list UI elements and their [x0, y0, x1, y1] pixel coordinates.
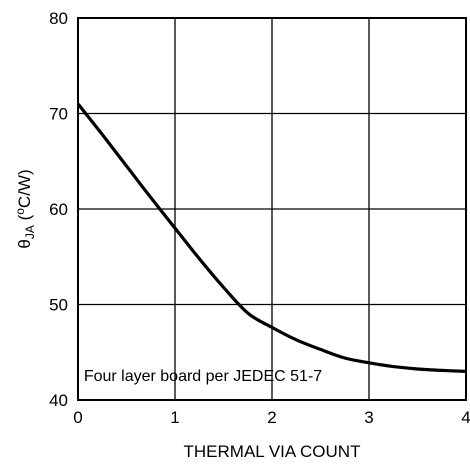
y-tick-labels: 40 50 60 70 80: [49, 9, 68, 410]
y-axis-label-degree: o: [13, 208, 27, 215]
y-tick-label: 70: [49, 105, 68, 124]
y-tick-label: 40: [49, 391, 68, 410]
y-axis-label-unit: C/W): [15, 169, 34, 208]
series-line: [76, 102, 467, 373]
y-axis-label-subscript: JA: [23, 225, 37, 239]
x-tick-label: 4: [461, 408, 470, 427]
y-axis-label: θJA (oC/W): [13, 169, 37, 248]
plot-frame: [77, 17, 467, 401]
x-axis-label: THERMAL VIA COUNT: [184, 442, 361, 461]
x-tick-label: 2: [267, 408, 276, 427]
x-tick-labels: 0 1 2 3 4: [73, 408, 470, 427]
y-tick-label: 60: [49, 200, 68, 219]
y-axis-label-open: (: [15, 214, 34, 225]
grid-lines: [77, 17, 467, 401]
y-axis-label-theta: θ: [15, 239, 34, 248]
x-tick-label: 0: [73, 408, 82, 427]
annotation-label: Four layer board per JEDEC 51-7: [84, 368, 322, 385]
series-group: [76, 102, 467, 373]
y-tick-label: 50: [49, 296, 68, 315]
x-tick-label: 3: [364, 408, 373, 427]
x-tick-label: 1: [170, 408, 179, 427]
y-tick-label: 80: [49, 9, 68, 28]
